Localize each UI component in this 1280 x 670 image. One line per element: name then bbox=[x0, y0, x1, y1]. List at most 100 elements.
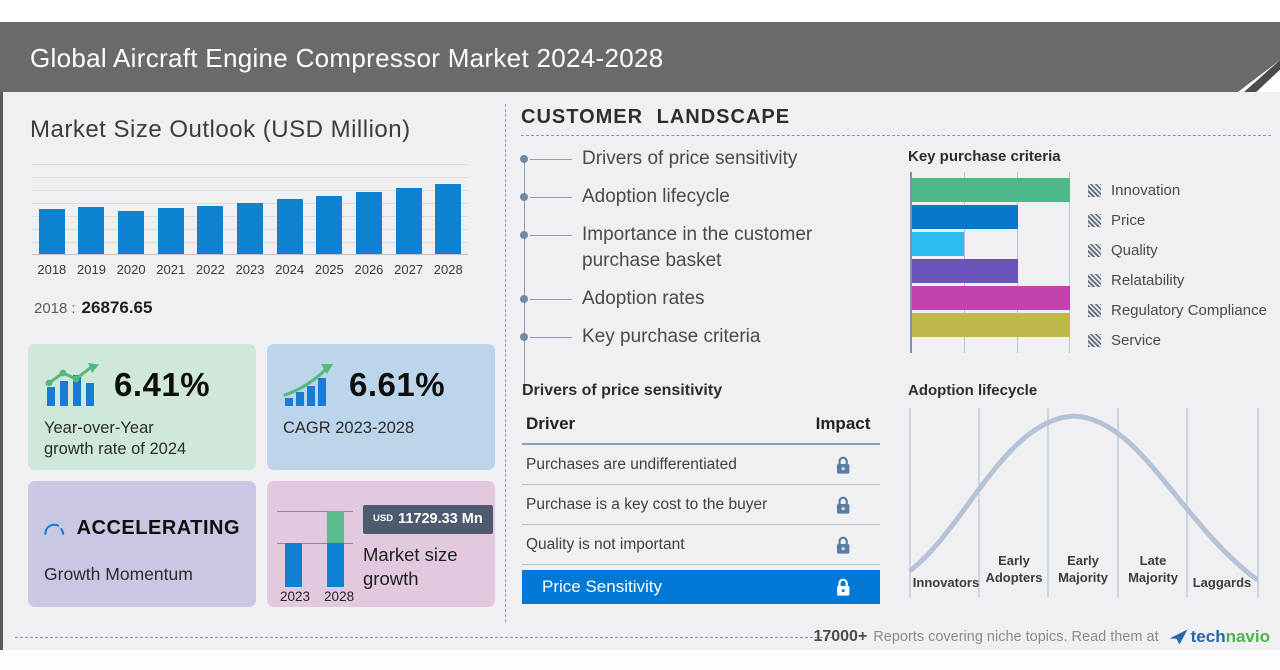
momentum-value: ACCELERATING bbox=[76, 516, 240, 539]
impact-cell bbox=[806, 495, 880, 515]
legend-item: Quality bbox=[1088, 235, 1267, 265]
legend-item: Regulatory Compliance bbox=[1088, 295, 1267, 325]
cagr-label: CAGR 2023-2028 bbox=[283, 419, 415, 437]
currency-label: USD bbox=[373, 513, 394, 524]
mini-bar-2028-growth bbox=[327, 511, 344, 543]
legend-label: Price bbox=[1111, 211, 1146, 229]
price-table-title: Drivers of price sensitivity bbox=[522, 382, 723, 399]
x-label: 2027 bbox=[394, 262, 424, 277]
growth-amount: 11729.33 Mn bbox=[398, 511, 483, 527]
report-count: 17000+ bbox=[813, 628, 868, 645]
x-label: 2025 bbox=[314, 262, 344, 277]
mini-bar-2028-base bbox=[327, 543, 344, 587]
ascending-bars-arrow-icon bbox=[283, 364, 333, 406]
hatch-swatch-icon bbox=[1088, 243, 1101, 257]
impact-cell bbox=[806, 535, 880, 555]
table-row: Purchases are undifferentiated bbox=[522, 445, 880, 485]
landscape-item-adoption-rates: Adoption rates bbox=[520, 286, 904, 312]
bar-innovation bbox=[912, 178, 1070, 202]
landscape-item-purchase-basket: Importance in the customer purchase bask… bbox=[520, 222, 884, 274]
bar-regulatory-compliance bbox=[912, 286, 1070, 310]
legend-label: Quality bbox=[1111, 241, 1158, 259]
bar-chart-trend-icon bbox=[45, 363, 99, 406]
momentum-label: Growth Momentum bbox=[44, 564, 193, 584]
table-row: Quality is not important bbox=[522, 525, 880, 565]
bell-curve bbox=[908, 413, 1259, 582]
stage-early-majority: Early Majority bbox=[1058, 553, 1108, 585]
reference-line-base bbox=[277, 543, 353, 544]
column-impact: Impact bbox=[815, 414, 871, 433]
hatch-swatch-icon bbox=[1088, 213, 1101, 227]
footer-dashed-line bbox=[15, 637, 833, 638]
table-header-row: Driver Impact bbox=[522, 414, 880, 445]
hatch-swatch-icon bbox=[1088, 333, 1101, 347]
technavio-logo-link[interactable]: tech navio bbox=[1169, 627, 1270, 647]
annotation-year: 2018 bbox=[34, 300, 68, 317]
adoption-lifecycle-chart: Innovators Early Adopters Early Majority L… bbox=[908, 405, 1260, 607]
mini-bar-2023 bbox=[285, 543, 302, 587]
reference-line-top bbox=[277, 511, 353, 512]
lock-icon bbox=[837, 536, 850, 554]
criteria-bars bbox=[912, 178, 1070, 340]
legend-item: Price bbox=[1088, 205, 1267, 235]
bar-2026 bbox=[355, 192, 382, 254]
landscape-item-price-sensitivity: Drivers of price sensitivity bbox=[520, 146, 904, 172]
bar-2023 bbox=[237, 203, 264, 254]
impact-cell bbox=[806, 577, 880, 597]
legend-label: Regulatory Compliance bbox=[1111, 301, 1267, 319]
legend-label: Innovation bbox=[1111, 181, 1181, 199]
footer-message: Reports covering niche topics. Read them… bbox=[873, 629, 1159, 645]
market-size-bar-chart bbox=[32, 164, 468, 255]
x-label: 2020 bbox=[116, 262, 146, 277]
speedometer-icon bbox=[44, 523, 65, 535]
grid-line bbox=[1069, 172, 1070, 353]
stage-innovators: Innovators bbox=[912, 575, 980, 590]
brand-navio: navio bbox=[1225, 627, 1270, 646]
lock-icon bbox=[837, 496, 850, 514]
cagr-card: 6.61% CAGR 2023-2028 bbox=[267, 344, 495, 470]
hatch-swatch-icon bbox=[1088, 303, 1101, 317]
x-label: 2022 bbox=[195, 262, 225, 277]
annotation-separator: : bbox=[71, 300, 76, 317]
lock-icon bbox=[837, 578, 850, 596]
base-year-annotation: 2018:26876.65 bbox=[34, 298, 152, 318]
chart-x-axis-labels: 2018 2019 2020 2021 2022 2023 2024 2025 … bbox=[32, 262, 468, 277]
bar-2022 bbox=[197, 206, 224, 254]
annotation-value: 26876.65 bbox=[81, 298, 153, 317]
chart-bars bbox=[32, 164, 468, 254]
market-size-growth-card: 2023 2028 USD 11729.33 Mn Market size gro… bbox=[267, 481, 495, 607]
driver-cell: Purchases are undifferentiated bbox=[526, 455, 737, 473]
bar-2019 bbox=[78, 207, 105, 254]
stage-late-majority: Late Majority bbox=[1128, 553, 1178, 585]
bottom-strip bbox=[0, 650, 1280, 670]
bar-2024 bbox=[276, 199, 303, 254]
legend-label: Relatability bbox=[1111, 271, 1185, 289]
bar-price bbox=[912, 205, 1018, 229]
bar-quality bbox=[912, 232, 965, 256]
mini-year-2028: 2028 bbox=[324, 589, 355, 604]
customer-landscape-underline bbox=[521, 135, 1271, 136]
customer-landscape-list: Drivers of price sensitivity Adoption li… bbox=[520, 146, 904, 362]
yoy-label-line1: Year-over-Year bbox=[44, 419, 154, 437]
top-strip bbox=[0, 0, 1280, 22]
highlight-label: Price Sensitivity bbox=[542, 577, 662, 596]
x-label: 2023 bbox=[235, 262, 265, 277]
yoy-growth-label: Year-over-Year growth rate of 2024 bbox=[44, 418, 240, 460]
market-outlook-title: Market Size Outlook (USD Million) bbox=[30, 116, 411, 143]
mini-year-2023: 2023 bbox=[280, 589, 311, 604]
growth-momentum-card: ACCELERATING Growth Momentum bbox=[28, 481, 256, 607]
footer: 17000+ Reports covering niche topics. Re… bbox=[813, 624, 1270, 650]
brand-tech: tech bbox=[1190, 627, 1226, 646]
x-label: 2021 bbox=[156, 262, 186, 277]
bar-2025 bbox=[316, 196, 343, 254]
lock-icon bbox=[837, 456, 850, 474]
impact-cell bbox=[806, 455, 880, 475]
bar-2027 bbox=[395, 188, 422, 254]
key-purchase-criteria-title: Key purchase criteria bbox=[908, 148, 1061, 165]
stage-early-adopters: Early Adopters bbox=[985, 553, 1043, 585]
yoy-label-line2: growth rate of 2024 bbox=[44, 440, 187, 459]
landscape-item-adoption-lifecycle: Adoption lifecycle bbox=[520, 184, 904, 210]
adoption-lifecycle-panel: Adoption lifecycle Innovators Early Adopt… bbox=[908, 382, 1280, 607]
kpi-cards: 6.41% Year-over-Year growth rate of 2024… bbox=[28, 344, 495, 607]
bar-2020 bbox=[118, 211, 145, 254]
